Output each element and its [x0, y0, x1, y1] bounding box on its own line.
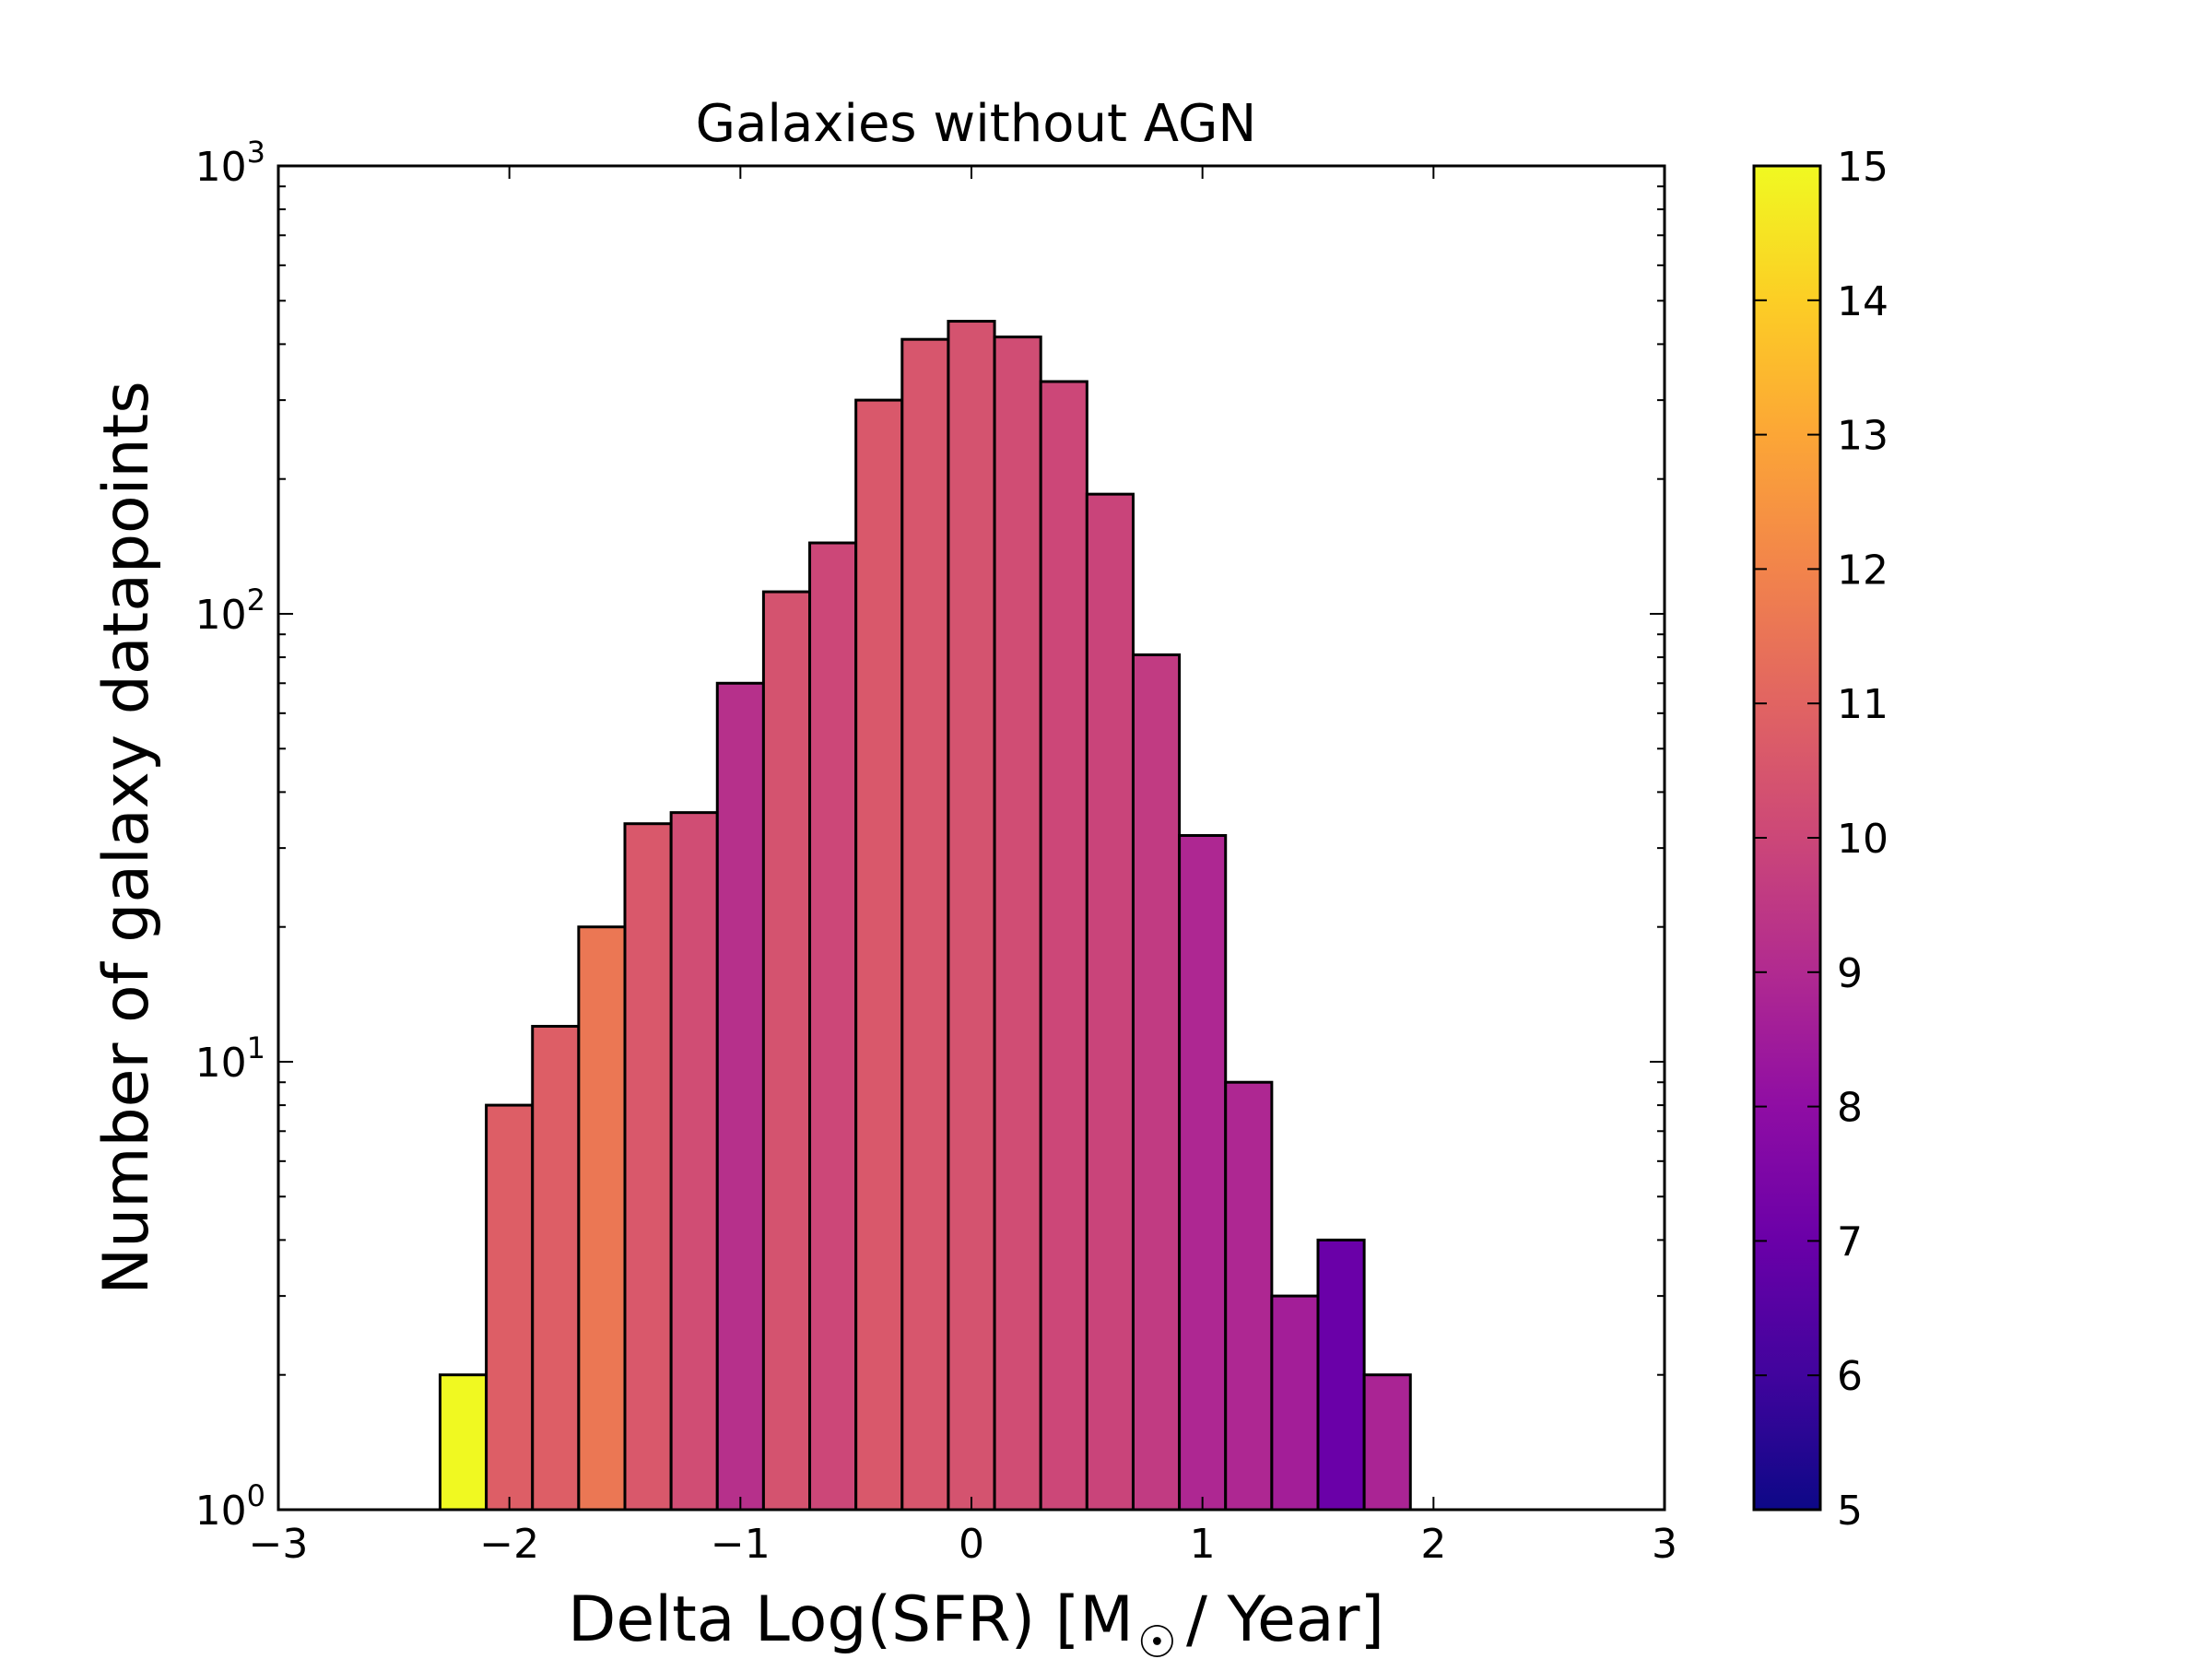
colorbar-tick-label: 6	[1837, 1353, 1863, 1400]
y-tick-base: 10	[195, 1040, 247, 1087]
histogram-bar	[669, 811, 719, 1512]
colorbar-tick-label: 15	[1837, 144, 1888, 191]
chart-title: Galaxies without AGN	[696, 94, 1257, 154]
x-tick-label: −3	[249, 1521, 309, 1568]
x-axis-label: Delta Log(SFR) [M☉ / Year]	[568, 1583, 1384, 1659]
histogram-bar	[715, 681, 765, 1512]
y-tick-label: 102	[195, 582, 265, 639]
histogram-bar	[1178, 833, 1228, 1512]
y-tick-base: 10	[195, 144, 247, 191]
colorbar-tick-label: 11	[1837, 681, 1888, 728]
colorbar-tick-label: 10	[1837, 816, 1888, 863]
y-tick-base: 10	[195, 592, 247, 639]
x-axis-label-suffix: / Year]	[1186, 1583, 1384, 1656]
histogram-bar	[485, 1103, 535, 1512]
colorbar-tick-label: 9	[1837, 950, 1863, 997]
histogram-bar	[1362, 1373, 1412, 1512]
x-tick-label: 2	[1420, 1521, 1446, 1568]
histogram-bar	[531, 1025, 581, 1512]
x-axis-ticks: −3 −2 −1 0 1 2 3	[249, 166, 1677, 1568]
y-tick-exponent: 2	[247, 582, 265, 618]
histogram-bar	[854, 398, 904, 1512]
y-tick-exponent: 0	[247, 1478, 265, 1513]
y-tick-base: 10	[195, 1488, 247, 1535]
colorbar-tick-label: 5	[1837, 1488, 1863, 1535]
x-tick-label: 1	[1190, 1521, 1216, 1568]
histogram-bar	[577, 925, 627, 1512]
x-tick-label: 3	[1652, 1521, 1677, 1568]
colorbar-ticks: 5 6 7 8 9 10 11 12 13 14 15	[1754, 144, 1888, 1535]
histogram-bar	[1085, 492, 1135, 1512]
colorbar-tick-label: 14	[1837, 278, 1888, 325]
y-tick-label: 100	[195, 1478, 265, 1535]
x-tick-label: 0	[959, 1521, 984, 1568]
histogram-bar	[808, 541, 858, 1512]
histogram-bars	[438, 320, 1412, 1512]
histogram-bar	[1131, 653, 1182, 1512]
x-tick-label: −2	[479, 1521, 539, 1568]
y-tick-exponent: 1	[247, 1030, 265, 1065]
histogram-bar	[1270, 1294, 1320, 1512]
colorbar-tick-label: 12	[1837, 547, 1888, 594]
y-axis-label: Number of galaxy datapoints	[90, 381, 163, 1294]
histogram-bar	[1224, 1080, 1274, 1512]
colorbar-tick-label: 13	[1837, 413, 1888, 460]
y-tick-label: 101	[195, 1030, 265, 1087]
histogram-bar	[1039, 380, 1088, 1512]
histogram-bar	[1316, 1238, 1366, 1512]
y-tick-label: 103	[195, 135, 265, 191]
x-axis-label-main: Delta Log(SFR) [M	[568, 1583, 1134, 1656]
histogram-bar	[438, 1373, 488, 1512]
histogram-bar	[993, 335, 1042, 1512]
histogram-bar	[900, 337, 950, 1512]
histogram-bar	[761, 590, 812, 1512]
colorbar-tick-label: 8	[1837, 1085, 1863, 1132]
y-tick-exponent: 3	[247, 135, 265, 170]
histogram-bar	[623, 822, 673, 1512]
x-tick-label: −1	[711, 1521, 771, 1568]
colorbar-tick-label: 7	[1837, 1218, 1863, 1265]
histogram-bar	[947, 320, 996, 1512]
sun-symbol: ☉	[1137, 1617, 1177, 1659]
